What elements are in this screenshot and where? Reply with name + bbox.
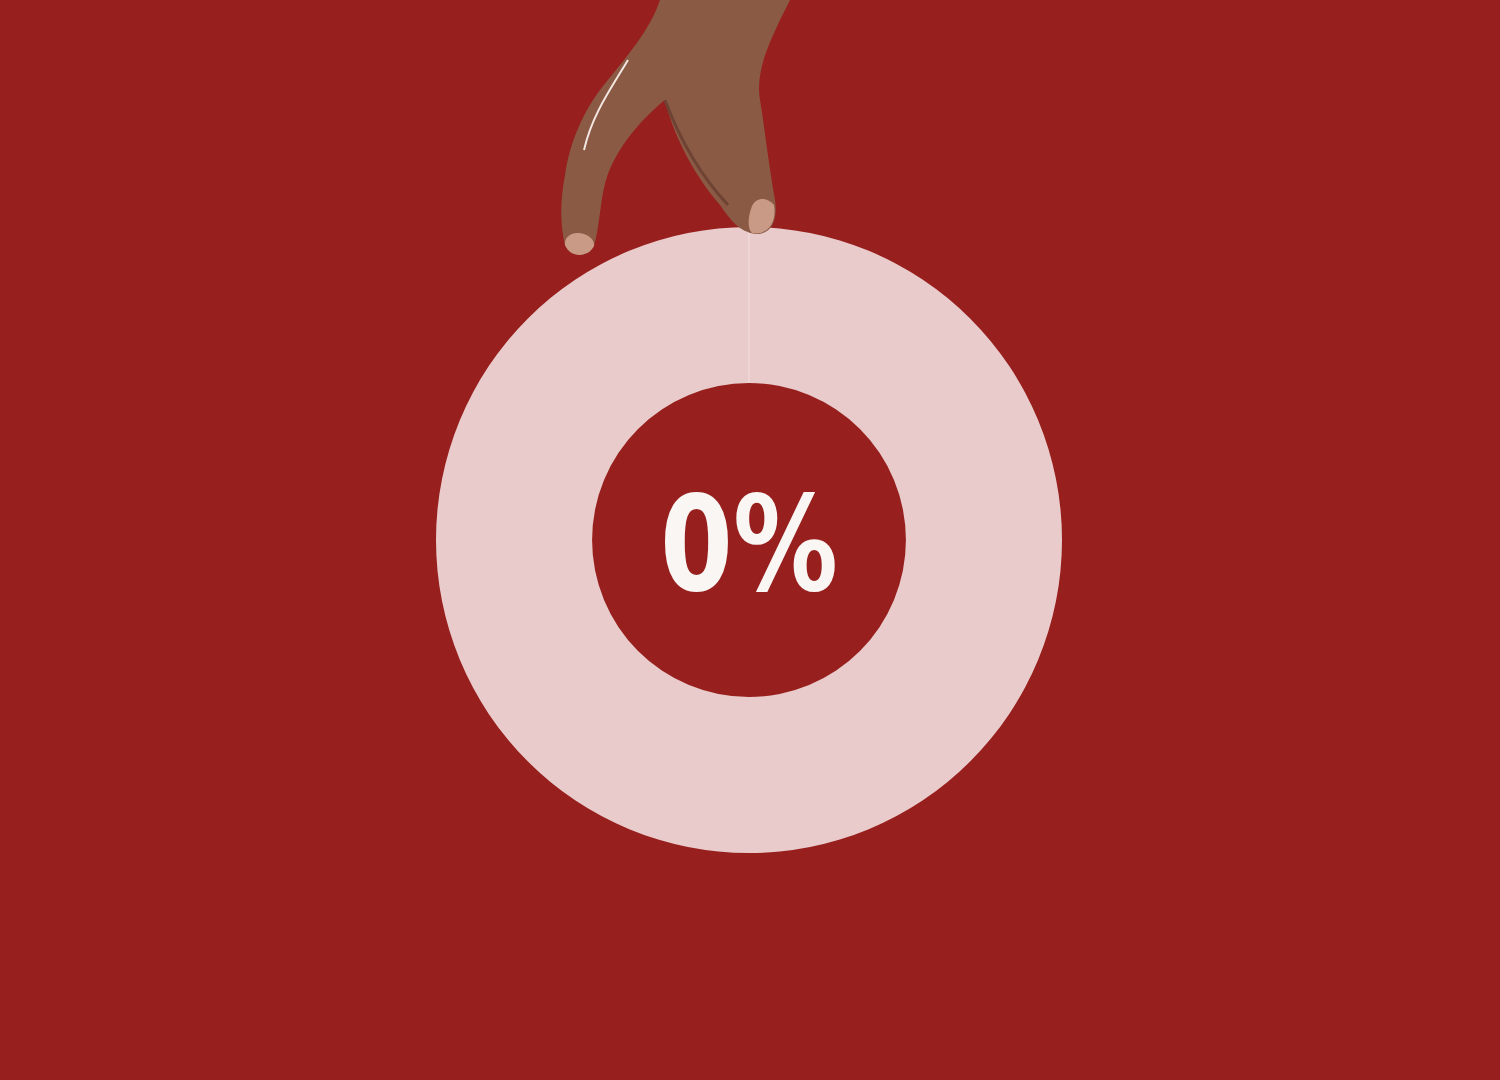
hand bbox=[561, 0, 790, 255]
slice bbox=[749, 227, 750, 383]
center-label: 0% bbox=[660, 467, 838, 621]
fingernail bbox=[749, 199, 775, 233]
slice-seam bbox=[749, 227, 750, 383]
hand-highlight bbox=[584, 60, 628, 150]
chart-root: 0% bbox=[0, 0, 1500, 1080]
donut-slices bbox=[436, 227, 1062, 853]
background bbox=[0, 0, 1500, 1080]
slice bbox=[436, 227, 1062, 853]
fingernail bbox=[565, 233, 594, 255]
chart-svg: 0% bbox=[0, 0, 1500, 1080]
hand-illustration bbox=[561, 0, 790, 255]
finger-crease bbox=[665, 100, 728, 205]
